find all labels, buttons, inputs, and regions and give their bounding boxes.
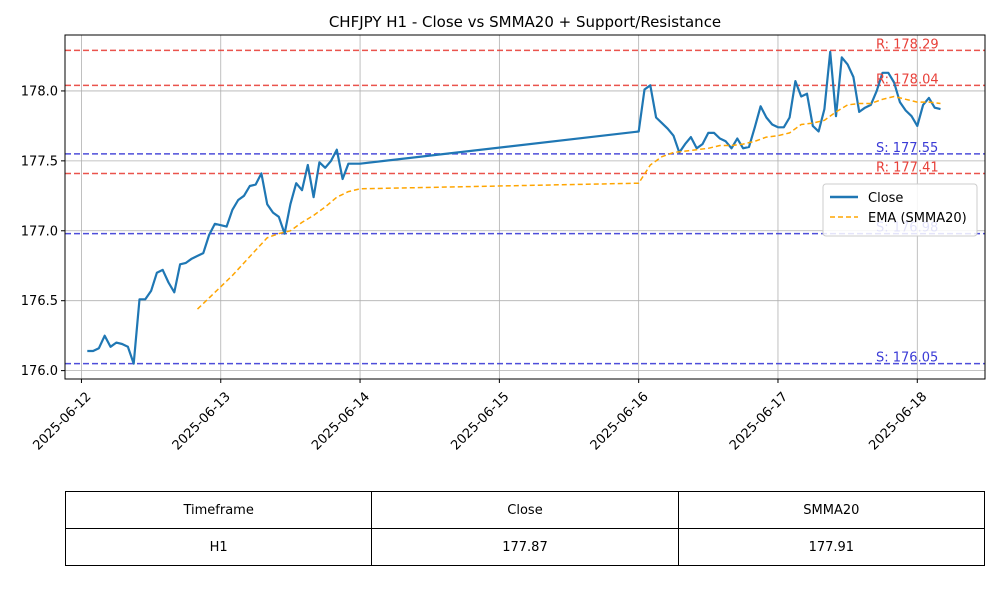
- y-tick-label: 178.0: [21, 84, 58, 99]
- axes: 2025-06-12 2025-06-13 2025-06-14 2025-06-15…: [21, 84, 931, 453]
- table-cell: 177.91: [677, 528, 986, 566]
- legend-label-smma: EMA (SMMA20): [868, 211, 967, 226]
- x-tick-label: 2025-06-15: [448, 389, 512, 453]
- y-tick-label: 177.5: [21, 154, 58, 169]
- chart-title: CHFJPY H1 - Close vs SMMA20 + Support/Re…: [329, 13, 721, 31]
- x-tick-label: 2025-06-17: [727, 389, 791, 453]
- close-series-line: [87, 50, 941, 365]
- x-tick-label: 2025-06-18: [866, 389, 930, 453]
- resistance-label: R: 177.41: [876, 160, 939, 175]
- resistance-label: R: 178.29: [876, 37, 939, 52]
- price-chart: CHFJPY H1 - Close vs SMMA20 + Support/Re…: [21, 13, 986, 453]
- x-tick-label: 2025-06-12: [30, 389, 94, 453]
- series-lines: [87, 50, 941, 365]
- y-tick-label: 177.0: [21, 224, 58, 239]
- table-cell: 177.87: [371, 528, 679, 566]
- y-tick-label: 176.0: [21, 364, 58, 379]
- support-resistance-levels: [65, 49, 985, 365]
- table-header-cell: SMMA20: [677, 491, 986, 529]
- legend-box: [822, 183, 978, 237]
- y-tick-label: 176.5: [21, 294, 58, 309]
- support-label: S: 177.55: [876, 141, 938, 156]
- support-label: S: 176.05: [876, 351, 938, 366]
- table-row: H1 177.87 177.91: [64, 528, 986, 566]
- table-header-row: Timeframe Close SMMA20: [64, 491, 986, 529]
- table-header-cell: Timeframe: [64, 491, 373, 529]
- smma20-series-line: [196, 95, 941, 310]
- table-cell: H1: [64, 528, 373, 566]
- resistance-label: R: 178.04: [876, 72, 939, 87]
- table-header-cell: Close: [371, 491, 679, 529]
- legend-label-close: Close: [868, 191, 903, 206]
- summary-table: Timeframe Close SMMA20 H1 177.87 177.91: [64, 491, 986, 566]
- legend: Close EMA (SMMA20): [822, 183, 978, 237]
- x-tick-label: 2025-06-13: [170, 389, 234, 453]
- x-tick-label: 2025-06-16: [588, 389, 652, 453]
- plot-area-frame: [64, 34, 986, 380]
- x-tick-label: 2025-06-14: [309, 389, 373, 453]
